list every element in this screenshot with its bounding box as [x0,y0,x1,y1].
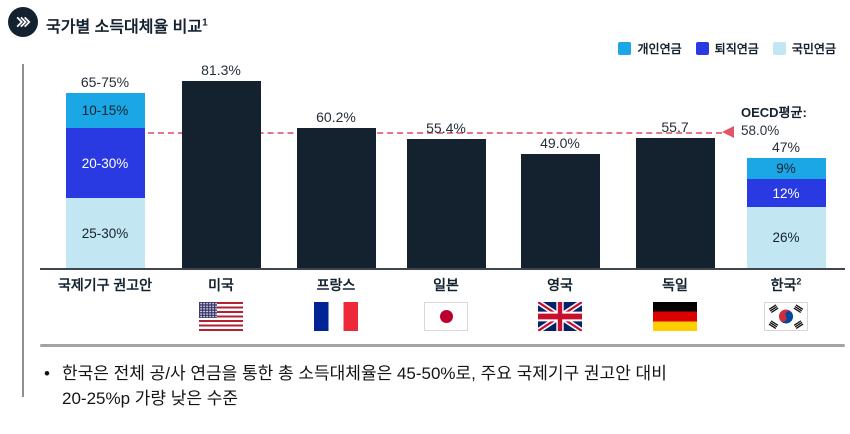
bullet-icon: • [44,364,50,383]
left-axis-line [22,64,24,397]
usa-flag-icon [199,302,243,331]
x-tick-label: 독일 [662,277,688,293]
bar-column-germany: 55.7 독일 [619,62,731,331]
legend-label: 퇴직연금 [714,42,759,56]
legend-label: 개인연금 [637,42,682,56]
x-tick-label: 프랑스 [316,277,356,293]
note-line-2: 20-25%p 가량 낮은 수준 [62,389,239,408]
japan-flag-icon [424,302,468,331]
bar-column-usa: 81.3% 미국 [165,62,277,331]
segment-national-pension: 25-30% [65,198,145,268]
bar-column-uk: 49.0% 영국 [504,62,616,331]
page-title-footnote-marker: 1 [202,17,208,29]
segment-retirement-pension: 20-30% [65,128,145,198]
oecd-average-caption: OECD평균: 58.0% [741,102,807,138]
bar-usa [181,81,261,268]
bar-total-label: 47% [771,139,801,155]
bar-value-label: 55.4% [426,120,466,136]
bar-uk [520,154,600,268]
bar-value-label: 49.0% [540,135,580,151]
page-title: 국가별 소득대체율 비교1 [46,13,208,37]
x-tick-label: 국제기구 권고안 [57,277,153,293]
legend-swatch-retirement [695,42,709,55]
bar-value-label: 55.7 [661,119,689,135]
oecd-average-arrow-icon [722,126,734,138]
triple-chevron-right-icon [8,7,38,37]
bar-total-label: 65-75% [80,74,130,90]
segment-personal-pension: 10-15% [65,93,145,128]
page-title-text: 국가별 소득대체율 비교 [46,19,203,36]
x-tick-label: 일본 [433,277,459,293]
summary-note: • 한국은 전체 공/사 연금을 통한 총 소득대체율은 45-50%로, 주요… [44,361,804,411]
germany-flag-icon [653,302,697,331]
bar-value-label: 81.3% [201,62,241,78]
section-divider [40,344,845,347]
legend-swatch-personal [618,42,632,55]
chart-legend: 개인연금 퇴직연금 국민연금 [618,40,836,57]
legend-label: 국민연금 [791,42,836,56]
bar-japan [406,139,486,268]
bar-column-france: 60.2% 프랑스 [280,62,392,331]
bar-france [296,128,376,268]
bar-column-recommendation: 65-75% 10-15% 20-30% 25-30% 국제기구 권고안 [49,62,161,295]
note-line-1: 한국은 전체 공/사 연금을 통한 총 소득대체율은 45-50%로, 주요 국… [62,364,667,383]
uk-flag-icon [538,302,582,331]
x-tick-label: 미국 [208,277,234,293]
oecd-average-label: OECD평균: [741,105,807,120]
korea-flag-icon [764,302,808,331]
bar-germany [635,138,715,268]
france-flag-icon [314,302,358,331]
bar-column-korea: 47% 9% 12% 26% 한국2 [730,62,842,331]
x-tick-label: 한국2 [770,276,802,293]
legend-item-retirement-pension: 퇴직연금 [695,40,759,57]
legend-item-personal-pension: 개인연금 [618,40,682,57]
segment-national-pension: 26% [746,207,826,268]
legend-swatch-national [772,42,786,55]
segment-retirement-pension: 12% [746,179,826,207]
oecd-average-line [148,132,722,134]
x-tick-label: 영국 [547,277,573,293]
segment-personal-pension: 9% [746,158,826,179]
legend-item-national-pension: 국민연금 [772,40,836,57]
oecd-average-value: 58.0% [741,123,780,138]
bar-value-label: 60.2% [316,109,356,125]
x-axis-line [40,268,845,270]
bar-column-japan: 55.4% 일본 [390,62,502,331]
